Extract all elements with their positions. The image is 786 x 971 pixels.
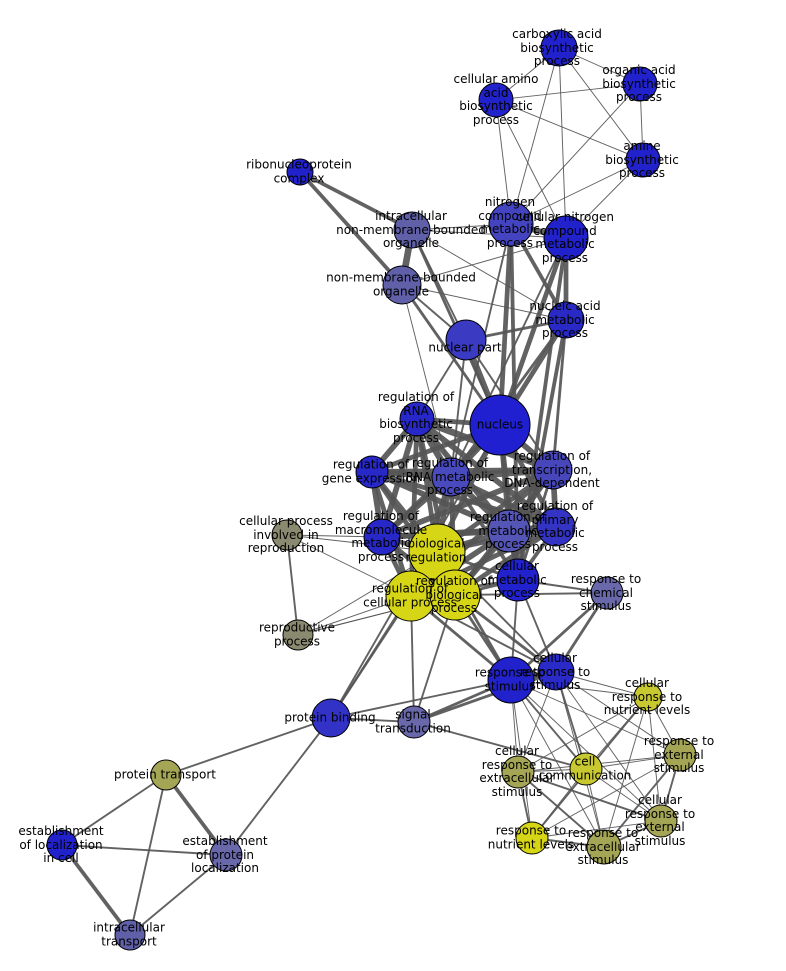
graph-node[interactable] bbox=[469, 394, 531, 456]
graph-edge bbox=[298, 170, 404, 287]
graph-node[interactable] bbox=[397, 705, 431, 739]
graph-edge bbox=[225, 717, 332, 856]
graph-node[interactable] bbox=[478, 82, 514, 118]
graph-node[interactable] bbox=[537, 653, 575, 691]
graph-edge bbox=[411, 229, 567, 239]
graph-node[interactable] bbox=[625, 142, 661, 178]
graph-edge bbox=[413, 670, 557, 724]
graph-edge bbox=[558, 47, 644, 161]
graph-node[interactable] bbox=[385, 570, 437, 622]
graph-node[interactable] bbox=[209, 838, 243, 872]
graph-node[interactable] bbox=[429, 569, 481, 621]
graph-node[interactable] bbox=[644, 804, 678, 838]
graph-edge bbox=[510, 679, 681, 756]
edge-layer bbox=[60, 47, 681, 937]
graph-node[interactable] bbox=[282, 619, 314, 651]
graph-node[interactable] bbox=[488, 201, 534, 247]
graph-node[interactable] bbox=[496, 558, 540, 602]
graph-node[interactable] bbox=[487, 509, 531, 553]
graph-edge bbox=[450, 339, 467, 478]
graph-edge bbox=[129, 774, 167, 936]
node-layer bbox=[46, 29, 697, 951]
graph-edge bbox=[129, 854, 227, 936]
graph-node[interactable] bbox=[393, 211, 431, 249]
graph-edge bbox=[603, 754, 681, 848]
graph-edge bbox=[497, 223, 514, 426]
graph-node[interactable] bbox=[622, 66, 658, 102]
graph-node[interactable] bbox=[501, 755, 535, 789]
graph-node[interactable] bbox=[114, 919, 146, 951]
graph-edge bbox=[603, 696, 649, 848]
graph-edge bbox=[517, 696, 649, 773]
graph-edge bbox=[370, 469, 511, 534]
graph-edge bbox=[60, 843, 132, 937]
graph-edge bbox=[286, 534, 299, 636]
graph-edge bbox=[299, 170, 413, 232]
graph-node[interactable] bbox=[533, 450, 573, 490]
graph-node[interactable] bbox=[271, 519, 303, 551]
graph-node[interactable] bbox=[363, 518, 401, 556]
graph-node[interactable] bbox=[382, 265, 422, 305]
graph-node[interactable] bbox=[46, 829, 78, 861]
graph-node[interactable] bbox=[540, 29, 578, 67]
graph-node[interactable] bbox=[633, 682, 663, 712]
graph-node[interactable] bbox=[569, 752, 603, 786]
graph-edge bbox=[413, 721, 587, 770]
graph-edge bbox=[510, 679, 605, 848]
graph-edge bbox=[517, 771, 662, 822]
graph-edge bbox=[555, 671, 681, 756]
graph-node[interactable] bbox=[431, 457, 471, 497]
graph-node[interactable] bbox=[590, 576, 624, 610]
graph-edge bbox=[495, 99, 644, 161]
graph-node[interactable] bbox=[536, 507, 576, 547]
graph-edge bbox=[558, 47, 567, 239]
graph-edge bbox=[517, 771, 605, 848]
graph-node[interactable] bbox=[543, 215, 589, 261]
graph-node[interactable] bbox=[286, 158, 314, 186]
graph-node[interactable] bbox=[586, 829, 622, 865]
graph-edge bbox=[531, 754, 681, 839]
graph-edge bbox=[164, 773, 228, 857]
graph-node[interactable] bbox=[399, 401, 435, 437]
graph-node[interactable] bbox=[311, 698, 351, 738]
graph-node[interactable] bbox=[150, 759, 182, 791]
graph-edge bbox=[61, 844, 227, 856]
graph-node[interactable] bbox=[355, 455, 389, 489]
graph-edge bbox=[510, 159, 644, 225]
graph-edge bbox=[330, 679, 512, 719]
graph-node[interactable] bbox=[515, 821, 549, 855]
graph-node[interactable] bbox=[487, 656, 535, 704]
graph-edge bbox=[510, 83, 641, 225]
graph-edge bbox=[401, 237, 567, 286]
graph-node[interactable] bbox=[663, 738, 697, 772]
graph-edge bbox=[531, 820, 662, 839]
graph-node[interactable] bbox=[547, 301, 585, 339]
graph-edge bbox=[495, 83, 641, 101]
graph-node[interactable] bbox=[445, 319, 487, 361]
graph-edge bbox=[510, 679, 662, 822]
graph-edge bbox=[61, 774, 167, 846]
graph-edge bbox=[551, 319, 568, 471]
graph-edge bbox=[510, 47, 560, 225]
graph-edge bbox=[495, 99, 567, 239]
graph-edge bbox=[165, 717, 332, 776]
